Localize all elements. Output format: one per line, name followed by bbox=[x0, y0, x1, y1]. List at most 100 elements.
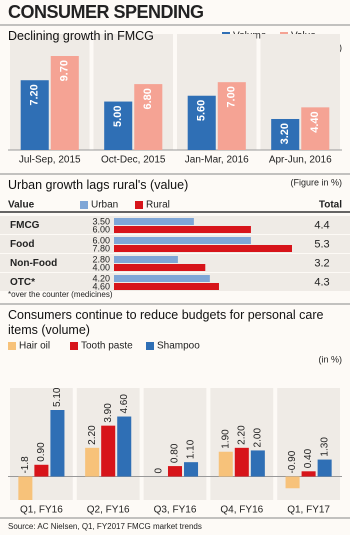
legend-label: Tooth paste bbox=[81, 341, 133, 352]
x-tick-label: Apr-Jun, 2016 bbox=[269, 155, 332, 166]
total-label: 4.3 bbox=[314, 276, 329, 288]
value-label: 9.70 bbox=[59, 60, 71, 81]
x-tick-label: Jul-Sep, 2015 bbox=[19, 155, 81, 166]
bar bbox=[271, 118, 300, 150]
value-label: 6.00 bbox=[92, 224, 110, 234]
value-label: 7.20 bbox=[29, 84, 41, 105]
value-label: 2.00 bbox=[252, 428, 263, 448]
value-label: 3.50 bbox=[92, 216, 110, 226]
total-label: 3.2 bbox=[314, 257, 329, 269]
chart-title: Declining growth in FMCG bbox=[8, 29, 154, 43]
bar bbox=[114, 283, 219, 290]
x-tick-label: Oct-Dec, 2015 bbox=[101, 155, 166, 166]
category-label: OTC* bbox=[10, 277, 35, 288]
value-label: 3.20 bbox=[279, 123, 291, 144]
value-label: 0.80 bbox=[170, 443, 181, 463]
bar bbox=[50, 410, 65, 477]
bar bbox=[167, 466, 183, 477]
unit-note: (in %) bbox=[318, 354, 342, 364]
column-header: Value bbox=[8, 200, 35, 211]
bar bbox=[50, 56, 79, 150]
value-label: -0.90 bbox=[287, 450, 298, 473]
bar bbox=[20, 80, 49, 150]
footnote: *over the counter (medicines) bbox=[8, 290, 113, 299]
bar bbox=[117, 416, 132, 477]
legend-swatch bbox=[146, 342, 154, 350]
bar bbox=[234, 447, 249, 477]
value-label: 7.80 bbox=[92, 243, 110, 253]
bar bbox=[217, 82, 246, 150]
chart-title: Urban growth lags rural's (value) bbox=[8, 178, 189, 192]
value-label: 1.30 bbox=[319, 437, 330, 457]
x-tick-label: Jan-Mar, 2016 bbox=[185, 155, 249, 166]
legend-swatch bbox=[80, 201, 88, 209]
group-bg bbox=[143, 388, 207, 500]
value-label: 2.20 bbox=[236, 425, 247, 445]
value-label: 6.80 bbox=[142, 88, 154, 109]
value-label: -1.8 bbox=[20, 456, 31, 474]
value-label: 4.60 bbox=[92, 281, 110, 291]
bar bbox=[301, 107, 330, 150]
value-label: 2.80 bbox=[92, 254, 110, 264]
bar bbox=[114, 275, 210, 282]
value-label: 3.90 bbox=[103, 403, 114, 423]
bar bbox=[285, 476, 300, 489]
bar bbox=[317, 459, 332, 477]
legend-label: Rural bbox=[146, 200, 170, 211]
value-label: 4.00 bbox=[92, 262, 110, 272]
bar bbox=[104, 101, 133, 150]
bar bbox=[114, 226, 251, 233]
value-label: 4.20 bbox=[92, 273, 110, 283]
source: Source: AC Nielsen, Q1, FY2017 FMCG mark… bbox=[8, 522, 202, 531]
bar bbox=[184, 462, 199, 477]
bar bbox=[250, 450, 265, 477]
value-label: 5.10 bbox=[52, 387, 63, 407]
bar bbox=[114, 237, 251, 244]
x-tick-label: Q1, FY16 bbox=[20, 505, 63, 516]
legend-label: Hair oil bbox=[19, 341, 50, 352]
value-label: 5.00 bbox=[112, 106, 124, 127]
bar bbox=[18, 476, 33, 500]
total-label: 4.4 bbox=[314, 219, 329, 231]
bar bbox=[114, 256, 178, 263]
group-bg bbox=[210, 388, 274, 500]
value-label: 0.90 bbox=[36, 442, 47, 462]
x-tick-label: Q4, FY16 bbox=[220, 505, 263, 516]
value-label: 4.60 bbox=[119, 394, 130, 414]
legend-label: Urban bbox=[91, 200, 118, 211]
value-label: 0 bbox=[154, 468, 165, 474]
category-label: Non-Food bbox=[10, 258, 57, 269]
column-header: Total bbox=[319, 200, 342, 211]
bar bbox=[218, 451, 233, 477]
bar bbox=[114, 245, 292, 252]
bar bbox=[114, 218, 194, 225]
legend-label: Shampoo bbox=[157, 341, 200, 352]
bar bbox=[101, 425, 116, 477]
unit-note: (Figure in %) bbox=[290, 177, 342, 187]
legend-swatch bbox=[8, 342, 16, 350]
value-label: 7.00 bbox=[226, 86, 238, 107]
bar bbox=[114, 264, 206, 271]
bar bbox=[301, 471, 316, 477]
bar bbox=[134, 84, 163, 150]
bar bbox=[187, 95, 216, 150]
total-label: 5.3 bbox=[314, 238, 329, 250]
bar bbox=[85, 447, 100, 477]
x-tick-label: Q2, FY16 bbox=[87, 505, 130, 516]
value-label: 0.40 bbox=[303, 448, 314, 468]
page-title: CONSUMER SPENDING bbox=[8, 2, 204, 22]
value-label: 5.60 bbox=[196, 100, 208, 121]
category-label: FMCG bbox=[10, 220, 40, 231]
chart-title: Consumers continue to reduce budgets for… bbox=[8, 308, 324, 337]
value-label: 6.00 bbox=[92, 235, 110, 245]
value-label: 4.40 bbox=[309, 111, 321, 132]
value-label: 1.90 bbox=[220, 429, 231, 449]
x-tick-label: Q3, FY16 bbox=[154, 505, 197, 516]
category-label: Food bbox=[10, 239, 34, 250]
legend-swatch bbox=[135, 201, 143, 209]
bar bbox=[34, 464, 49, 477]
value-label: 2.20 bbox=[87, 425, 98, 445]
x-tick-label: Q1, FY17 bbox=[287, 505, 330, 516]
